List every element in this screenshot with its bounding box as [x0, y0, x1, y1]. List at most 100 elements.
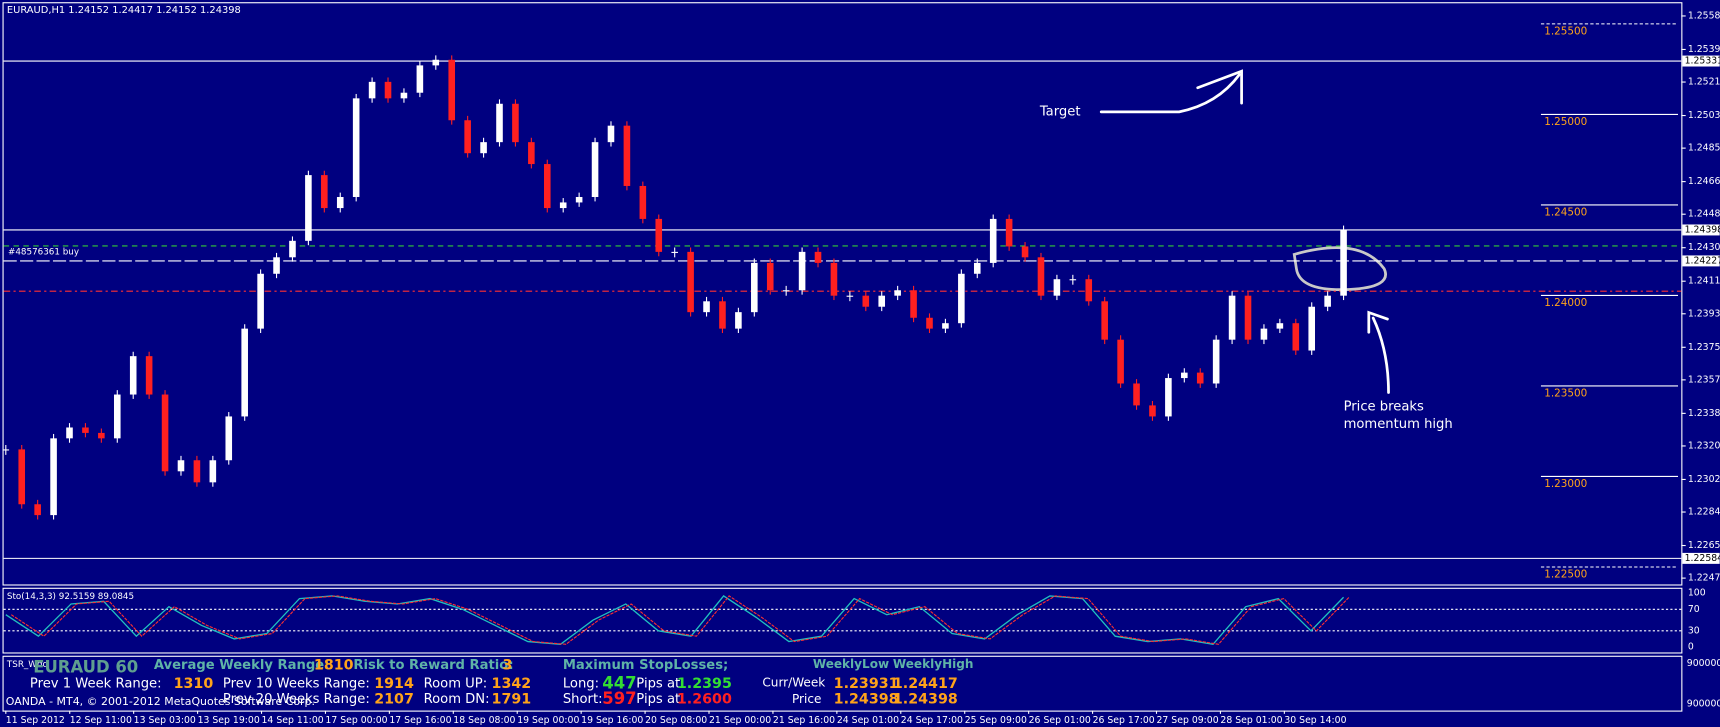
y-tick-label: 1.25215 [1688, 77, 1720, 88]
candle [1133, 383, 1140, 406]
panel-value: 1914 [374, 676, 414, 692]
panel-value: 1.2395 [677, 676, 732, 692]
x-tick-label: 11 Sep 2012 [6, 715, 65, 726]
candle [496, 103, 503, 143]
y-tick-label: 1.24850 [1688, 143, 1720, 154]
candle [113, 394, 121, 439]
y-tick-label: 1.23570 [1688, 374, 1720, 385]
candle [559, 202, 567, 209]
candle [289, 240, 296, 258]
panel-label: Prev 1 Week Range: [30, 677, 162, 692]
candle [225, 416, 233, 461]
candle [1196, 372, 1204, 384]
stoch-title: Sto(14,3,3) 92.5159 89.0845 [7, 592, 134, 602]
panel-label: Pips at [636, 677, 680, 692]
candle [512, 103, 519, 143]
panel-axis-label: 900000 [1687, 698, 1720, 709]
annotation-note: Price breaks [1344, 399, 1424, 414]
y-tick-label: 1.23020 [1688, 474, 1720, 485]
candle [1149, 405, 1156, 417]
candle [177, 460, 185, 472]
candle [751, 262, 758, 313]
candle [1244, 295, 1252, 340]
stoch-main [5, 595, 1345, 645]
candle [639, 185, 647, 219]
x-tick-label: 30 Sep 14:00 [1284, 715, 1346, 726]
x-tick-label: 19 Sep 16:00 [581, 715, 643, 726]
x-tick-label: 12 Sep 11:00 [70, 715, 132, 726]
price-marker [1682, 224, 1720, 236]
candle [209, 460, 217, 483]
candle [336, 197, 344, 209]
candle [1228, 295, 1236, 340]
candle [1053, 279, 1061, 296]
x-tick-label: 24 Sep 17:00 [901, 715, 963, 726]
candle [703, 301, 710, 313]
candle [129, 356, 137, 395]
info-frame [2, 655, 1683, 712]
candle [1324, 295, 1331, 307]
y-tick-label: 1.24665 [1688, 176, 1720, 187]
panel-label: Maximum StopLosses; [563, 658, 728, 673]
candle [480, 142, 487, 154]
panel-value: 3 [503, 658, 513, 674]
target-arrow [1099, 69, 1243, 114]
candle [1260, 328, 1268, 340]
x-tick-label: 25 Sep 09:00 [965, 715, 1027, 726]
arrow-path [1371, 316, 1390, 394]
frames [2, 2, 1683, 712]
panel-value: 597 [602, 689, 636, 708]
panel-value: 1.2600 [677, 692, 732, 708]
candle [782, 290, 790, 292]
arrow-head [1196, 69, 1243, 105]
panel-value: 1342 [492, 676, 532, 692]
level-label: 1.24000 [1544, 297, 1587, 309]
candle [1165, 378, 1172, 417]
candle [321, 175, 328, 209]
candle [1117, 339, 1124, 384]
candle [591, 142, 599, 198]
panel-label: Pips at [636, 692, 680, 707]
candle [607, 125, 615, 143]
candle [958, 273, 965, 324]
panel-label: Price [792, 692, 821, 706]
level-label: 1.23000 [1544, 478, 1587, 490]
panel-label: Prev 10 Weeks Range: [223, 677, 370, 692]
panel-value: 1310 [174, 676, 214, 692]
panel-label: Room DN: [424, 692, 490, 707]
candle [910, 290, 917, 318]
candle [1021, 246, 1029, 258]
candle [862, 295, 870, 307]
candle [1276, 323, 1284, 329]
candle [82, 427, 89, 433]
panel-label: Long: [563, 677, 599, 692]
stoch-tick-label: 70 [1688, 604, 1700, 615]
candle [894, 290, 901, 296]
panel-label: WeeklyHigh [893, 657, 974, 671]
candle [305, 175, 312, 241]
panel-value: 1810 [314, 658, 354, 674]
candle [814, 251, 822, 263]
x-tick-label: 26 Sep 17:00 [1093, 715, 1155, 726]
y-tick-label: 1.22475 [1688, 573, 1720, 584]
y-tick-label: 1.25395 [1688, 44, 1720, 55]
panel-axis-label: 900000 [1687, 658, 1720, 669]
x-tick-label: 28 Sep 01:00 [1220, 715, 1282, 726]
level-label: 1.24500 [1544, 207, 1587, 219]
main-frame [2, 2, 1683, 586]
y-tick-label: 1.23385 [1688, 408, 1720, 419]
panel-value: 1.24398 [893, 692, 958, 708]
stoch-tick-label: 30 [1688, 625, 1700, 636]
candle [830, 262, 838, 296]
copyright: OANDA - MT4, © 2001-2012 MetaQuotes Soft… [6, 695, 315, 708]
candle [273, 257, 280, 274]
x-tick-label: 21 Sep 16:00 [773, 715, 835, 726]
price-marker [1682, 552, 1720, 564]
candle [98, 432, 105, 439]
header-ohlc: 1.24152 1.24417 1.24152 1.24398 [68, 5, 241, 16]
x-tick-label: 18 Sep 08:00 [453, 715, 515, 726]
level-label: 1.23500 [1544, 388, 1587, 400]
price-marker [1682, 55, 1720, 67]
panel-label: WeeklyLow [813, 657, 889, 671]
annotation-note: momentum high [1344, 417, 1453, 432]
